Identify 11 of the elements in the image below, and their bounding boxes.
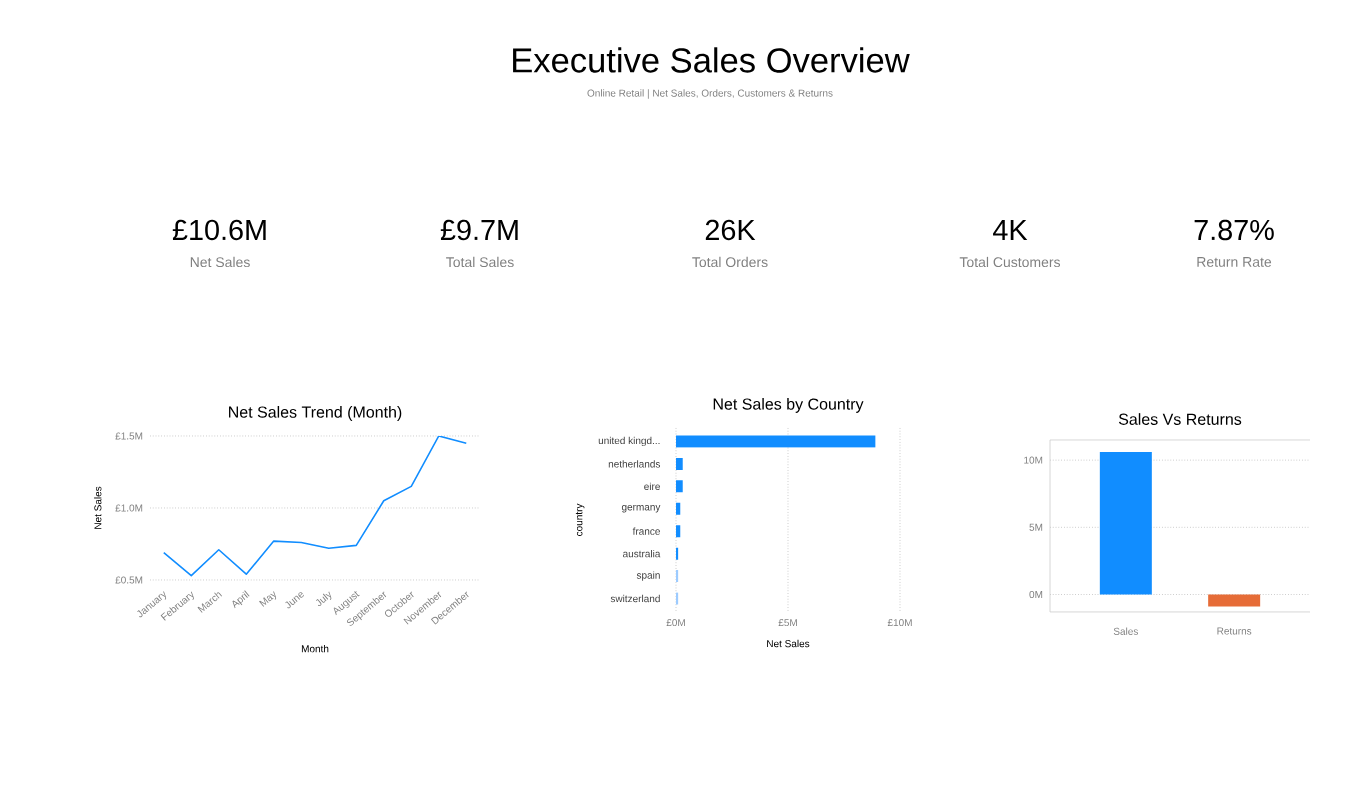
chart-title: Sales Vs Returns: [1118, 413, 1242, 425]
text: 26K: [705, 219, 756, 241]
text: £9.7M: [440, 219, 518, 241]
text: 7.87%: [1194, 219, 1274, 241]
text: £10.6M: [172, 219, 266, 241]
chart-title: Net Sales Trend (Month): [229, 405, 402, 421]
line-series: [162, 435, 468, 577]
text: Executive Sales Overview: [513, 47, 910, 73]
bar: [676, 435, 876, 448]
text: 4K: [993, 220, 1028, 240]
chart-title: Net Sales by Country: [713, 397, 864, 413]
